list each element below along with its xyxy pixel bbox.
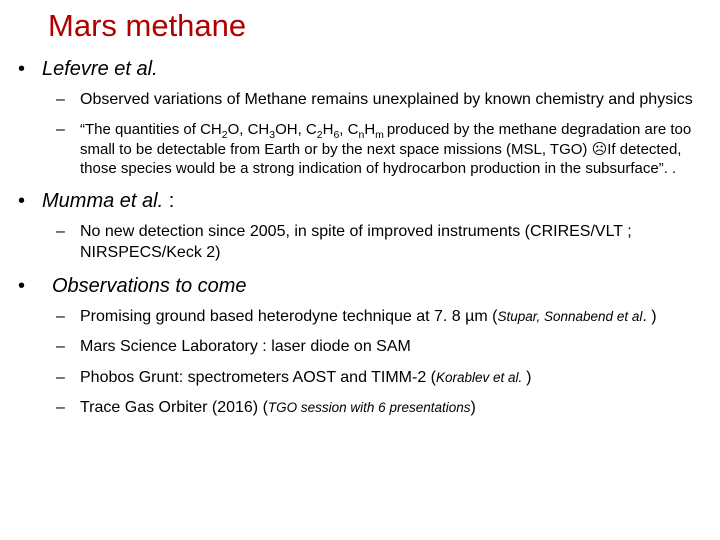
sub-item: – Mars Science Laboratory : laser diode … [56, 337, 702, 357]
section-heading: Lefevre et al. [42, 56, 158, 82]
section-lefevre: • Lefevre et al. – Observed variations o… [18, 56, 702, 178]
section-mumma: • Mumma et al. : – No new detection sinc… [18, 188, 702, 263]
sub-item: – Trace Gas Orbiter (2016) (TGO session … [56, 398, 702, 418]
bullet-dash: – [56, 222, 80, 263]
section-heading: Observations to come [52, 273, 247, 299]
sub-text: Trace Gas Orbiter (2016) (TGO session wi… [80, 398, 476, 418]
sub-text-chem: “The quantities of CH2O, CH3OH, C2H6, Cn… [80, 120, 702, 178]
bullet-dash: – [56, 307, 80, 327]
sub-item: – No new detection since 2005, in spite … [56, 222, 702, 263]
bullet-dash: – [56, 368, 80, 388]
sub-text: No new detection since 2005, in spite of… [80, 222, 702, 263]
bullet-dash: – [56, 90, 80, 110]
sub-item: – Promising ground based heterodyne tech… [56, 307, 702, 327]
section-observations: • Observations to come – Promising groun… [18, 273, 702, 419]
slide-title: Mars methane [48, 8, 702, 44]
sub-item: – Phobos Grunt: spectrometers AOST and T… [56, 368, 702, 388]
bullet-dash: – [56, 398, 80, 418]
bullet-dot: • [18, 56, 42, 82]
sub-item: – “The quantities of CH2O, CH3OH, C2H6, … [56, 120, 702, 178]
section-heading: Mumma et al. : [42, 188, 174, 214]
bullet-dot: • [18, 273, 52, 299]
bullet-list: • Lefevre et al. – Observed variations o… [18, 56, 702, 419]
sub-text: Mars Science Laboratory : laser diode on… [80, 337, 411, 357]
sub-text: Observed variations of Methane remains u… [80, 90, 693, 110]
sub-item: – Observed variations of Methane remains… [56, 90, 702, 110]
bullet-dot: • [18, 188, 42, 214]
sub-text: Promising ground based heterodyne techni… [80, 307, 657, 327]
bullet-dash: – [56, 120, 80, 178]
sub-text: Phobos Grunt: spectrometers AOST and TIM… [80, 368, 531, 388]
bullet-dash: – [56, 337, 80, 357]
